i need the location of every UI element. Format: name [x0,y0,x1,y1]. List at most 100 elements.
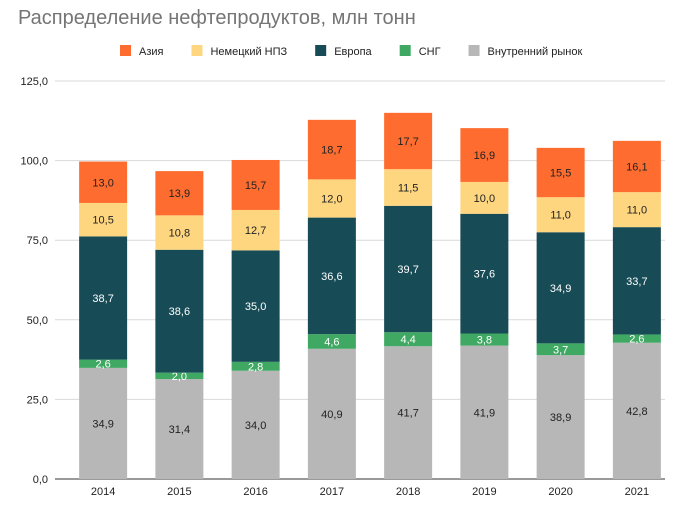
bar-segment [384,346,433,479]
legend: Азия Немецкий НПЗ Европа СНГ Внутренний рыно… [120,45,582,58]
y-tick-label: 50,0 [27,315,48,327]
data-label: 38,6 [169,306,190,318]
x-tick-label: 2017 [320,486,344,498]
bar-segment [612,192,661,228]
legend-swatch [191,45,203,56]
bar-segment [612,140,661,193]
legend-swatch [120,45,131,56]
data-label: 34,0 [245,420,266,432]
y-tick-label: 100,0 [20,156,48,168]
data-label: 10,5 [92,215,113,227]
data-label: 4,6 [324,336,339,348]
legend-label: Внутренний рынок [488,46,583,58]
bar-segment [155,215,204,250]
bar-segment [612,342,661,479]
x-tick-label: 2014 [91,486,115,498]
data-label: 31,4 [169,424,190,436]
data-label: 34,9 [550,283,571,295]
bar-segment [155,379,204,479]
bar-segment [307,334,356,349]
data-label: 2,6 [629,334,644,346]
x-tick-label: 2019 [472,486,496,498]
legend-label: Азия [139,46,164,58]
bar-segment [155,372,204,380]
bar-segment [460,128,509,182]
bar-segment [612,334,661,343]
bar-segment [231,361,280,371]
data-label: 39,7 [397,264,418,276]
bar-segment [307,348,356,479]
legend-label: Немецкий НПЗ [210,46,287,58]
legend-swatch [399,45,411,56]
bar-segment [384,332,433,347]
data-label: 42,8 [626,406,647,418]
bars: 34,9 2,6 38,7 10,5 13,0 31,4 2,0 38,6 10,8 13,9 34… [79,112,661,479]
y-tick-label: 125,0 [20,76,48,88]
bar-segment [79,236,128,360]
bar-segment [231,370,280,479]
bar-segment [79,202,128,237]
x-axis: 2014 2015 2016 2017 2018 2019 2020 2021 [91,486,649,498]
data-label: 11,0 [550,210,571,222]
bar-segment [536,147,585,198]
bar-segment [536,355,585,479]
bar-segment [384,112,433,170]
bar-segment [460,345,509,479]
bar-segment [612,227,661,335]
data-label: 15,5 [550,168,571,180]
data-label: 11,5 [398,183,419,195]
bar-segment [460,213,509,334]
bar-segment [460,333,509,346]
x-tick-label: 2020 [548,486,572,498]
data-label: 35,0 [245,301,266,313]
bar-segment [155,249,204,373]
data-label: 3,7 [553,344,568,356]
legend-label: СНГ [419,46,441,58]
bar-segment [231,159,280,210]
data-label: 4,4 [400,334,415,346]
legend-swatch [468,45,480,56]
data-label: 10,0 [474,193,495,205]
data-label: 33,7 [626,276,647,288]
bar-segment [460,181,509,214]
data-label: 38,9 [550,412,571,424]
data-label: 18,7 [321,145,342,157]
data-label: 17,7 [397,136,418,148]
data-label: 38,7 [92,293,113,305]
legend-swatch [315,45,327,56]
data-label: 36,6 [321,271,342,283]
x-tick-label: 2015 [167,486,191,498]
data-label: 11,0 [627,205,648,217]
x-tick-label: 2016 [243,486,267,498]
data-label: 41,9 [474,407,495,419]
data-label: 3,8 [477,335,492,347]
y-tick-label: 25,0 [27,394,48,406]
data-label: 13,9 [169,188,190,200]
data-label: 16,1 [626,161,647,173]
data-label: 34,9 [92,418,113,430]
bar-segment [536,343,585,356]
bar-segment [307,119,356,180]
data-label: 40,9 [321,409,342,421]
data-label: 10,8 [169,228,190,240]
data-label: 12,7 [245,225,266,237]
chart-title: Распределение нефтепродуктов, млн тонн [18,7,416,29]
bar-segment [536,232,585,344]
bar-segment [231,209,280,251]
bar-segment [536,197,585,233]
y-tick-label: 0,0 [33,474,48,486]
y-tick-label: 75,0 [27,235,48,247]
bar-segment [307,217,356,335]
bar-segment [79,367,128,479]
data-label: 16,9 [474,150,495,162]
data-label: 37,6 [474,269,495,281]
bar-segment [155,171,204,216]
data-label: 41,7 [397,408,418,420]
bar-segment [231,250,280,362]
legend-label: Европа [334,46,372,58]
data-label: 2,0 [172,371,187,383]
x-tick-label: 2018 [396,486,420,498]
x-tick-label: 2021 [625,486,649,498]
data-label: 2,8 [248,361,263,373]
